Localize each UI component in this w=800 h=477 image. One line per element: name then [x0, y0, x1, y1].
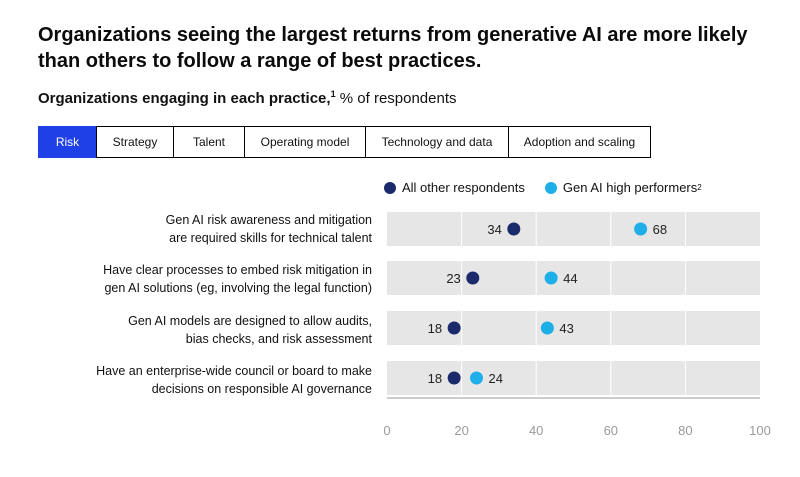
x-tick-label: 100: [749, 423, 771, 438]
value-label: 68: [653, 222, 667, 237]
chart-subtitle: Organizations engaging in each practice,…: [38, 89, 457, 107]
row-label-risk-processes: Have clear processes to embed risk mitig…: [40, 261, 372, 297]
subtitle-unit: % of respondents: [335, 90, 457, 107]
practice-tabs: Risk Strategy Talent Operating model Tec…: [38, 126, 651, 158]
row-label-line: are required skills for technical talent: [169, 231, 372, 245]
dot-all-other: [447, 321, 461, 335]
tab-operating-model[interactable]: Operating model: [244, 126, 366, 158]
legend-swatch-high-performers: [544, 181, 557, 194]
x-tick-label: 60: [604, 423, 618, 438]
x-tick-label: 0: [383, 423, 390, 438]
dot-high-performers: [540, 321, 554, 335]
row-label-line: bias checks, and risk assessment: [185, 332, 372, 346]
tab-risk[interactable]: Risk: [38, 126, 97, 158]
row-label-governance: Have an enterprise-wide council or board…: [40, 362, 372, 398]
legend-footnote-high-performers: 2: [697, 183, 702, 192]
dot-all-other: [447, 371, 461, 385]
dot-high-performers: [634, 222, 648, 236]
legend-label-all-other: All other respondents: [402, 180, 525, 195]
legend-item-high-performers: Gen AI high performers 2: [544, 180, 702, 195]
row-label-line: decisions on responsible AI governance: [151, 382, 372, 396]
value-label: 18: [428, 371, 442, 386]
dot-high-performers: [544, 271, 558, 285]
value-label: 24: [489, 371, 503, 386]
chart-headline: Organizations seeing the largest returns…: [38, 24, 748, 72]
row-label-line: Have clear processes to embed risk mitig…: [103, 263, 372, 277]
legend-swatch-all-other: [384, 181, 396, 194]
row-label-line: Gen AI risk awareness and mitigation: [165, 213, 372, 227]
row-label-audits: Gen AI models are designed to allow audi…: [40, 312, 372, 348]
x-tick-label: 20: [454, 423, 468, 438]
dot-all-other: [466, 271, 480, 285]
chart-legend: All other respondents Gen AI high perfor…: [384, 180, 722, 195]
legend-label-high-performers: Gen AI high performers: [562, 180, 698, 195]
value-label: 18: [428, 321, 442, 336]
row-band: [387, 261, 760, 295]
legend-item-all-other: All other respondents: [384, 180, 525, 195]
subtitle-bold: Organizations engaging in each practice,: [38, 90, 331, 107]
tab-technology-and-data[interactable]: Technology and data: [365, 126, 509, 158]
row-band: [387, 361, 760, 395]
x-tick-label: 40: [529, 423, 543, 438]
value-label: 34: [487, 222, 501, 237]
tab-adoption-and-scaling[interactable]: Adoption and scaling: [508, 126, 651, 158]
row-band: [387, 212, 760, 246]
row-label-line: gen AI solutions (eg, involving the lega…: [104, 281, 372, 295]
value-label: 23: [446, 271, 460, 286]
row-label-line: Have an enterprise-wide council or board…: [96, 364, 372, 378]
subtitle-footnote: 1: [330, 89, 336, 99]
row-label-risk-awareness: Gen AI risk awareness and mitigation are…: [40, 211, 372, 247]
row-label-line: Gen AI models are designed to allow audi…: [128, 314, 372, 328]
value-label: 44: [563, 271, 577, 286]
dot-all-other: [507, 222, 521, 236]
dot-high-performers: [470, 371, 484, 385]
value-label: 43: [559, 321, 573, 336]
x-tick-label: 80: [678, 423, 692, 438]
tab-talent[interactable]: Talent: [173, 126, 245, 158]
